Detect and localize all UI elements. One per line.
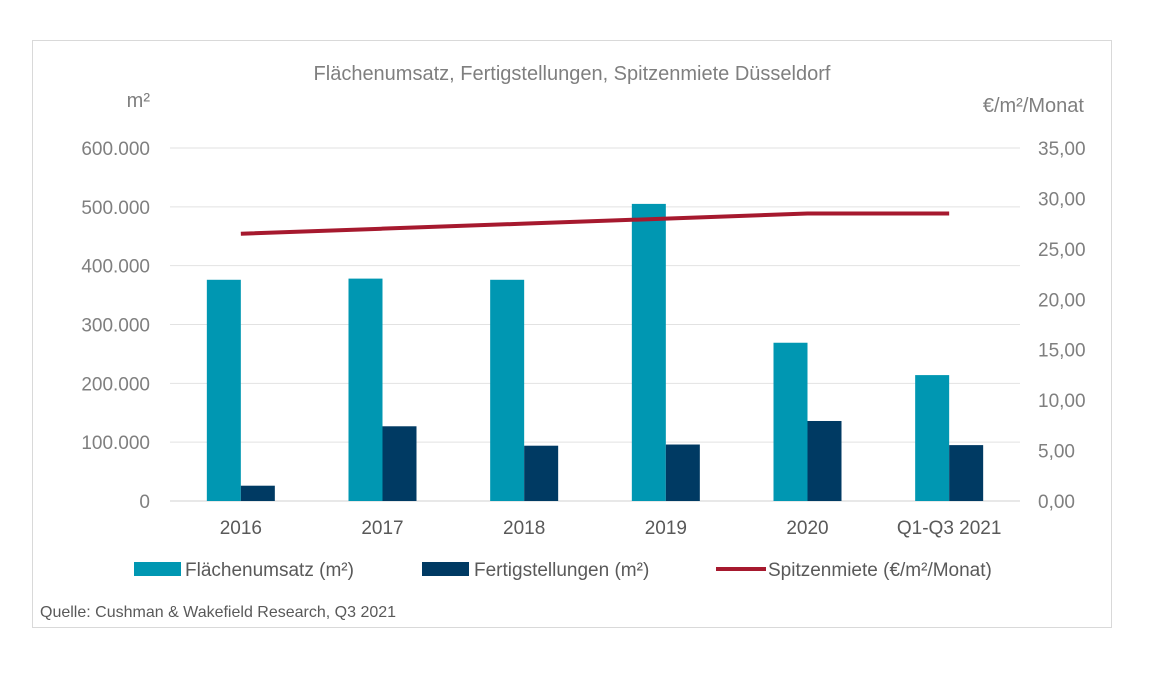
bar-fertigstellungen xyxy=(240,485,275,501)
x-category-label: 2017 xyxy=(361,518,403,539)
right-y-tick-label: 30,00 xyxy=(1038,189,1086,210)
bar-flaechenumsatz xyxy=(915,375,950,501)
chart-title: Flächenumsatz, Fertigstellungen, Spitzen… xyxy=(314,63,831,85)
x-category-label: 2019 xyxy=(645,518,687,539)
right-y-tick-label: 20,00 xyxy=(1038,290,1086,311)
legend-label: Fertigstellungen (m²) xyxy=(474,560,649,581)
bar-fertigstellungen xyxy=(524,445,559,501)
x-category-label: Q1-Q3 2021 xyxy=(897,518,1002,539)
right-y-tick-label: 0,00 xyxy=(1038,492,1075,513)
legend-swatch xyxy=(422,562,469,576)
left-y-tick-label: 200.000 xyxy=(81,374,150,395)
bar-flaechenumsatz xyxy=(206,279,241,501)
left-axis-unit: m² xyxy=(127,90,151,112)
right-y-tick-label: 10,00 xyxy=(1038,391,1086,412)
left-y-tick-label: 400.000 xyxy=(81,257,150,278)
bar-fertigstellungen xyxy=(665,444,700,501)
x-axis-categories: 2016 2017 2018 2019 2020 Q1-Q3 2021 xyxy=(220,518,1002,539)
x-category-label: 2016 xyxy=(220,518,262,539)
right-y-tick-label: 15,00 xyxy=(1038,341,1086,362)
left-y-tick-label: 300.000 xyxy=(81,316,150,337)
right-y-axis: 0,00 5,00 10,00 15,00 20,00 25,00 30,00 35,00 xyxy=(1038,139,1086,513)
x-category-label: 2020 xyxy=(786,518,828,539)
legend-label: Flächenumsatz (m²) xyxy=(185,560,354,581)
left-y-tick-label: 600.000 xyxy=(81,139,150,160)
bar-flaechenumsatz xyxy=(490,279,525,501)
bar-fertigstellungen xyxy=(807,420,842,501)
left-y-tick-label: 500.000 xyxy=(81,198,150,219)
right-axis-unit: €/m²/Monat xyxy=(983,95,1085,117)
bar-fertigstellungen xyxy=(949,445,984,501)
right-y-tick-label: 35,00 xyxy=(1038,139,1086,160)
bar-series xyxy=(206,203,984,501)
x-category-label: 2018 xyxy=(503,518,545,539)
left-y-tick-label: 100.000 xyxy=(81,433,150,454)
legend: Flächenumsatz (m²) Fertigstellungen (m²) S… xyxy=(134,560,992,581)
left-y-axis: 0 100.000 200.000 300.000 400.000 500.000 600.… xyxy=(81,139,150,513)
legend-swatch xyxy=(134,562,181,576)
legend-label: Spitzenmiete (€/m²/Monat) xyxy=(768,560,992,581)
bar-fertigstellungen xyxy=(382,426,417,501)
gridlines xyxy=(170,147,1020,502)
bar-flaechenumsatz xyxy=(631,203,666,501)
line-spitzenmiete xyxy=(240,211,950,236)
source-note: Quelle: Cushman & Wakefield Research, Q3… xyxy=(40,604,396,621)
line-series xyxy=(240,211,950,236)
bar-flaechenumsatz xyxy=(348,278,383,501)
right-y-tick-label: 5,00 xyxy=(1038,442,1075,463)
left-y-tick-label: 0 xyxy=(139,492,150,513)
bar-flaechenumsatz xyxy=(773,342,808,501)
right-y-tick-label: 25,00 xyxy=(1038,240,1086,261)
